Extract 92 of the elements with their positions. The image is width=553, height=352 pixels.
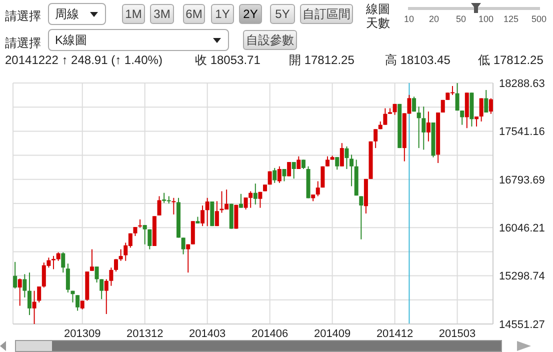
candlestick <box>186 244 190 274</box>
candlestick <box>90 248 94 272</box>
y-tick-label: 16046.21 <box>499 222 545 235</box>
candlestick <box>350 154 354 187</box>
candlestick <box>383 108 388 126</box>
text: 1Y <box>211 4 234 24</box>
candlestick <box>76 294 80 312</box>
candlestick <box>340 142 344 167</box>
candlestick <box>94 266 99 283</box>
text: 20141222 ↑ 248.91 (↑ 1.40%) <box>5 53 162 67</box>
candlestick <box>114 258 118 272</box>
text: 1M <box>122 4 145 24</box>
candlestick <box>412 96 416 112</box>
candlestick <box>104 278 108 315</box>
candlestick <box>422 106 426 150</box>
candlestick <box>326 156 330 167</box>
candlestick <box>292 162 296 180</box>
text: 收 18053.71 <box>195 53 260 67</box>
text: 自設參數 <box>243 30 297 50</box>
text: 開 17812.25 <box>289 53 354 67</box>
candlestick <box>238 193 243 208</box>
text: 125 <box>502 14 520 24</box>
candlestick <box>335 156 340 170</box>
candlestick <box>359 196 364 240</box>
candlestick <box>479 98 484 122</box>
text: 請選擇 <box>5 9 41 23</box>
y-tick-label: 15298.74 <box>499 270 545 283</box>
y-tick-label: 17541.16 <box>499 126 545 138</box>
text: 100 <box>477 14 495 24</box>
candlestick <box>32 290 36 324</box>
candlestick <box>488 98 493 114</box>
candlestick <box>484 90 488 114</box>
candlestick <box>374 128 378 149</box>
y-tick-label: 16793.69 <box>499 174 545 186</box>
x-tick-label: 201503 <box>438 328 476 340</box>
text: 500 <box>530 14 548 24</box>
candlestick <box>344 146 349 170</box>
x-tick-label: 201406 <box>251 328 288 340</box>
text: 請選擇 <box>5 36 41 50</box>
x-tick-label: 201412 <box>376 328 414 340</box>
candlestick <box>287 162 292 177</box>
candlestick <box>66 263 70 293</box>
candlestick <box>118 248 123 262</box>
x-tick-label: 201312 <box>126 328 164 340</box>
text: 50 <box>454 14 467 24</box>
x-tick-label: 201403 <box>188 328 226 340</box>
candlestick <box>142 224 147 245</box>
candlestick <box>61 252 66 274</box>
candlestick <box>190 220 195 245</box>
candlestick <box>200 204 205 227</box>
candlestick <box>416 106 421 149</box>
candlestick <box>148 228 152 250</box>
candlestick <box>277 166 282 184</box>
y-tick-label: 14551.27 <box>499 318 545 331</box>
text: K線圖 <box>55 33 88 47</box>
text: 3M <box>150 4 174 24</box>
text: 2Y <box>239 4 262 24</box>
y-tick-label: 18288.63 <box>499 78 545 90</box>
text: 線圖天數 <box>366 2 391 30</box>
candlestick <box>214 200 219 227</box>
candlestick <box>205 197 210 227</box>
candlestick <box>172 197 176 215</box>
text: 20 <box>428 14 440 24</box>
text: 6M <box>183 4 205 24</box>
text: 高 18103.45 <box>385 53 450 67</box>
candlestick <box>474 116 479 128</box>
text: 自訂區間 <box>300 4 353 24</box>
x-tick-label: 201409 <box>314 328 351 340</box>
candlestick <box>296 156 301 170</box>
candlestick <box>301 159 306 170</box>
candlestick <box>37 286 42 303</box>
candlestick <box>426 111 430 142</box>
candlestick <box>316 180 320 197</box>
candlestick <box>258 191 262 208</box>
text: 10 <box>402 14 415 24</box>
candlestick <box>109 267 114 286</box>
candlestick <box>455 83 460 112</box>
candlestick <box>13 261 18 289</box>
candlestick <box>460 110 464 126</box>
candlestick <box>22 274 27 298</box>
candlestick <box>282 168 286 182</box>
text: 低 17812.25 <box>478 53 544 67</box>
text: 5Y <box>270 4 295 24</box>
candlestick <box>181 237 186 255</box>
candlestick <box>272 167 277 184</box>
x-tick-label: 201309 <box>64 328 101 340</box>
text: 周線 <box>55 7 79 21</box>
candlestick <box>157 196 162 216</box>
candlestick <box>27 272 32 316</box>
candlestick <box>253 183 258 205</box>
candlestick <box>100 278 104 300</box>
candlestick <box>18 278 22 306</box>
